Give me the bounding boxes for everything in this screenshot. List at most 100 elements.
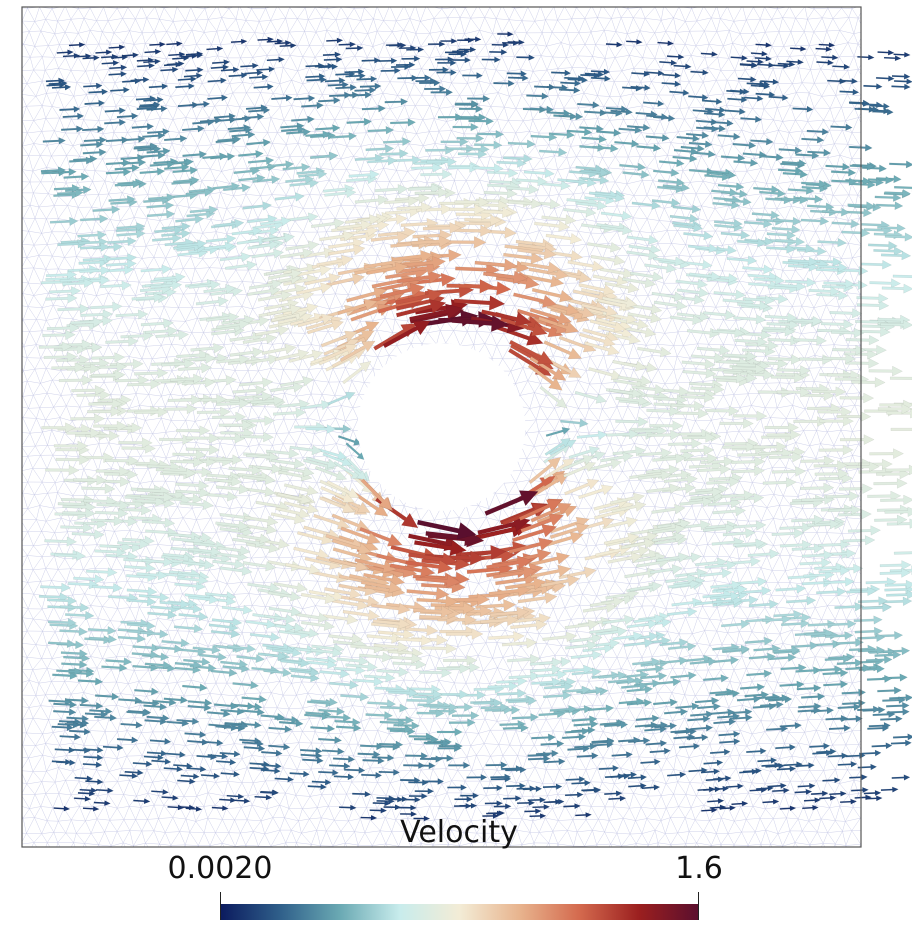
velocity-arrow [324, 587, 362, 600]
velocity-arrow [322, 452, 353, 467]
velocity-arrow [828, 724, 852, 732]
velocity-arrow [392, 658, 427, 670]
velocity-arrow [245, 104, 268, 112]
velocity-arrow [649, 564, 683, 575]
velocity-arrow [682, 368, 717, 379]
velocity-arrow [635, 110, 658, 118]
velocity-arrow [377, 628, 415, 640]
velocity-arrow [326, 37, 344, 44]
velocity-arrow [533, 83, 556, 91]
velocity-arrow [330, 132, 358, 141]
velocity-arrow [588, 458, 623, 472]
velocity-arrow [883, 55, 902, 62]
velocity-arrow [138, 592, 170, 602]
velocity-arrow [464, 36, 482, 43]
velocity-arrow [530, 564, 572, 579]
velocity-arrow [449, 203, 486, 216]
velocity-arrow [240, 62, 259, 69]
velocity-arrow [165, 751, 187, 759]
velocity-arrow [639, 671, 668, 681]
velocity-arrow [174, 660, 202, 670]
velocity-arrow [338, 41, 357, 48]
velocity-arrow [56, 759, 77, 766]
velocity-arrow [80, 214, 109, 224]
velocity-arrow [136, 104, 158, 112]
velocity-arrow [766, 319, 800, 330]
velocity-arrow [722, 527, 756, 539]
velocity-arrow [179, 499, 214, 511]
velocity-arrow [102, 744, 124, 752]
velocity-arrow [510, 619, 548, 631]
velocity-arrow [87, 625, 117, 636]
velocity-arrow [206, 312, 240, 323]
velocity-arrow [812, 749, 833, 757]
velocity-arrow [610, 772, 631, 780]
velocity-arrow [328, 91, 352, 99]
velocity-arrow [836, 658, 864, 668]
velocity-arrow [546, 798, 565, 805]
velocity-arrow [795, 151, 820, 160]
velocity-arrow [605, 589, 640, 600]
velocity-arrow [222, 183, 251, 193]
velocity-arrow [146, 105, 168, 113]
velocity-arrow [814, 468, 849, 480]
velocity-arrow [151, 788, 170, 795]
velocity-arrow [499, 316, 548, 337]
velocity-arrow [443, 655, 478, 666]
velocity-arrow [161, 358, 196, 370]
velocity-arrow [801, 577, 833, 588]
velocity-arrow [880, 319, 912, 330]
velocity-arrow [802, 804, 820, 811]
velocity-arrow [183, 72, 203, 79]
velocity-arrow [718, 730, 741, 738]
velocity-arrow [176, 425, 211, 436]
velocity-arrow [203, 241, 235, 252]
velocity-arrow [216, 319, 250, 330]
velocity-arrow [884, 189, 912, 198]
velocity-arrow [354, 86, 377, 94]
velocity-arrow [582, 786, 602, 794]
velocity-arrow [53, 440, 89, 452]
velocity-arrow [797, 706, 822, 715]
velocity-arrow [143, 753, 165, 761]
velocity-arrow [257, 290, 293, 302]
velocity-arrow [744, 636, 774, 646]
velocity-arrow [531, 677, 562, 687]
velocity-arrow [83, 136, 108, 144]
velocity-arrow [624, 567, 659, 579]
velocity-arrow [400, 624, 439, 637]
velocity-arrow [669, 89, 690, 97]
velocity-arrow [176, 239, 208, 249]
velocity-arrow [282, 162, 311, 172]
velocity-arrow [775, 236, 806, 247]
velocity-arrow [81, 125, 105, 133]
velocity-arrow [270, 382, 305, 393]
velocity-arrow [360, 814, 378, 821]
velocity-arrow [218, 419, 253, 431]
velocity-arrow [183, 657, 211, 667]
velocity-arrow [857, 763, 878, 771]
velocity-arrow [673, 147, 699, 156]
velocity-arrow [49, 286, 82, 297]
velocity-arrow [162, 467, 197, 479]
velocity-arrow [180, 773, 200, 780]
velocity-arrow [484, 800, 504, 807]
velocity-arrow [712, 372, 747, 384]
velocity-arrow [743, 219, 773, 229]
velocity-arrow [319, 230, 355, 242]
velocity-arrow [873, 478, 908, 489]
velocity-arrow [210, 668, 238, 677]
velocity-arrow [861, 259, 892, 270]
velocity-arrow [73, 155, 98, 164]
velocity-arrow [151, 233, 182, 244]
velocity-arrow [502, 723, 530, 733]
velocity-arrow [93, 420, 128, 432]
velocity-arrow [590, 254, 626, 266]
velocity-arrow [560, 79, 582, 87]
velocity-arrow [260, 767, 281, 775]
velocity-arrow [789, 45, 807, 52]
velocity-arrow [271, 458, 306, 469]
velocity-arrow [247, 240, 280, 251]
velocity-arrow [420, 169, 453, 180]
velocity-arrow [144, 660, 172, 670]
